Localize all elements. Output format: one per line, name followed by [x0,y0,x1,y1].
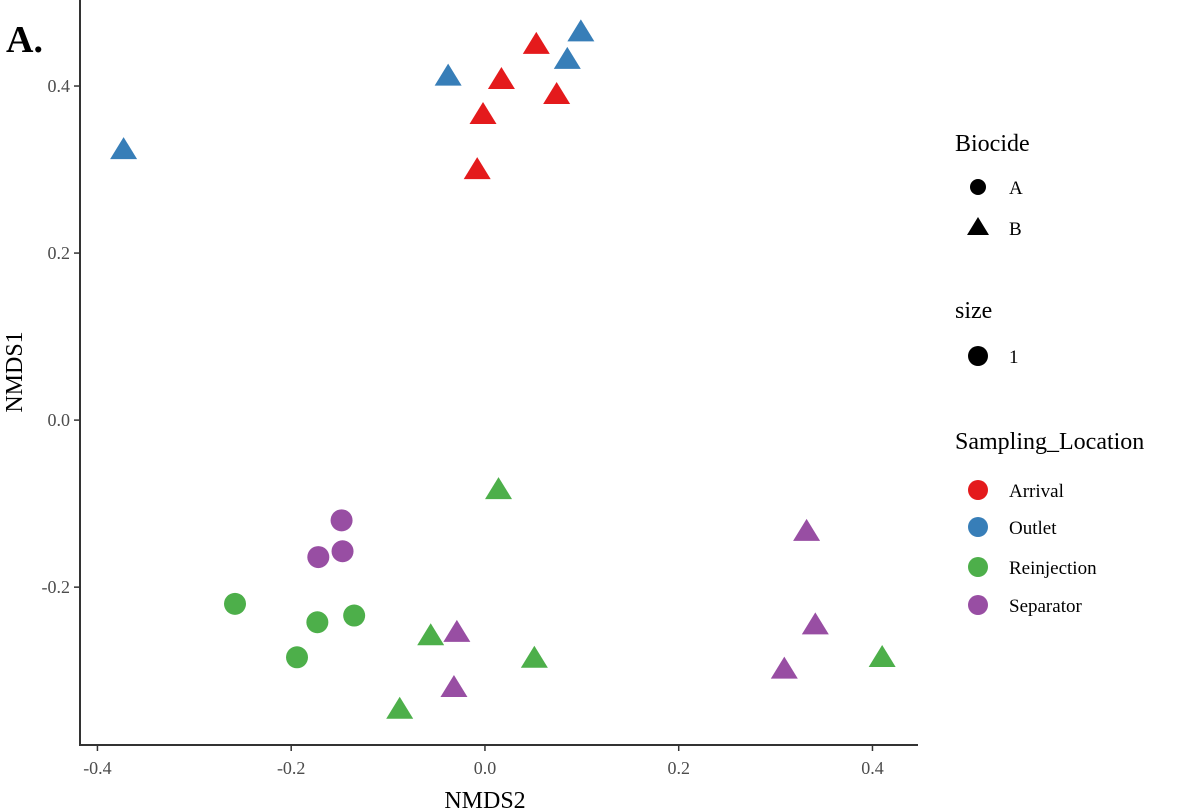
axes [79,0,918,746]
point-reinjection-triangle [520,645,548,668]
legend-label-biocide-a: A [1009,178,1023,199]
point-outlet-triangle [434,63,462,86]
point-separator-triangle [770,656,798,679]
legend-label-arrival: Arrival [1009,481,1064,502]
legend-title-biocide: Biocide [955,131,1030,157]
point-reinjection-triangle [868,644,896,667]
x-tick-label: 0.0 [474,758,497,778]
point-separator-circle [307,546,330,569]
point-separator-circle [331,540,354,563]
y-tick-label: 0.0 [48,410,71,430]
y-axis-title: NMDS1 [2,331,28,412]
point-reinjection-triangle [386,696,414,719]
legend-title-size: size [955,298,992,324]
point-outlet-triangle [553,46,581,69]
point-reinjection-triangle [485,477,513,500]
y-tick-label: -0.2 [42,577,71,597]
point-arrival-triangle [522,31,550,54]
point-arrival-triangle [463,157,491,180]
legend-label-size-1: 1 [1009,347,1019,368]
point-reinjection-circle [343,604,366,627]
legend-label-separator: Separator [1009,596,1082,617]
panel-label: A. [6,19,43,61]
point-outlet-triangle [110,137,138,160]
point-separator-triangle [443,619,471,642]
legend-size-circle-icon [968,346,988,366]
point-arrival-triangle [487,66,515,89]
x-tick-label: -0.2 [277,758,306,778]
point-outlet-triangle [567,19,595,42]
point-separator-triangle [793,518,821,541]
point-separator-circle [330,509,353,532]
legend-circle-icon [970,179,986,195]
legend-label-biocide-b: B [1009,219,1022,240]
point-arrival-triangle [469,102,497,125]
point-reinjection-triangle [417,623,445,646]
y-tick-label: 0.2 [48,243,71,263]
x-tick-label: 0.2 [667,758,690,778]
legend-swatch-reinjection [968,557,988,577]
legend: Biocide A B size 1 Sampling_Location Arr… [955,131,1144,617]
point-reinjection-circle [224,592,247,615]
legend-label-reinjection: Reinjection [1009,558,1097,579]
legend-label-outlet: Outlet [1009,518,1057,539]
point-arrival-triangle [543,82,571,105]
point-separator-triangle [801,612,829,635]
y-tick-label: 0.4 [48,76,71,96]
x-axis-title: NMDS2 [444,788,525,810]
point-reinjection-circle [306,611,329,634]
legend-swatch-outlet [968,517,988,537]
point-separator-triangle [440,675,468,698]
legend-swatch-separator [968,595,988,615]
x-tick-label: 0.4 [861,758,884,778]
point-reinjection-circle [286,646,309,669]
legend-triangle-icon [967,217,989,235]
legend-swatch-arrival [968,480,988,500]
legend-title-sampling-location: Sampling_Location [955,429,1144,455]
x-tick-label: -0.4 [83,758,112,778]
